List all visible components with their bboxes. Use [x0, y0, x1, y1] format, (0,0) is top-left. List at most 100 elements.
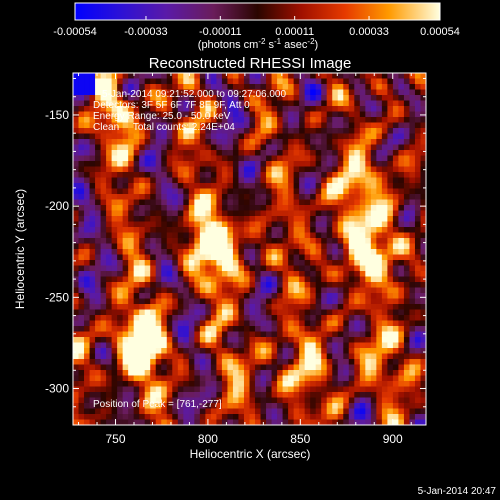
heatmap-cell: [111, 260, 118, 267]
heatmap-cell: [133, 166, 140, 173]
heatmap-cell: [409, 359, 416, 366]
heatmap-cell: [365, 381, 372, 388]
heatmap-cell: [166, 84, 173, 91]
heatmap-cell: [398, 161, 405, 168]
heatmap-cell: [332, 133, 339, 140]
heatmap-cell: [155, 282, 162, 289]
heatmap-cell: [376, 210, 383, 217]
heatmap-cell: [227, 364, 234, 371]
heatmap-cell: [122, 155, 129, 162]
heatmap-cell: [409, 337, 416, 344]
heatmap-cell: [227, 155, 234, 162]
heatmap-cell: [243, 276, 251, 283]
heatmap-cell: [128, 381, 135, 388]
heatmap-cell: [392, 386, 400, 393]
heatmap-cell: [332, 414, 339, 421]
heatmap-cell: [381, 111, 388, 118]
heatmap-cell: [376, 232, 383, 239]
heatmap-cell: [260, 106, 267, 113]
heatmap-cell: [84, 298, 91, 305]
heatmap-cell: [260, 298, 267, 305]
heatmap-cell: [128, 271, 135, 278]
heatmap-cell: [414, 331, 422, 338]
heatmap-cell: [78, 414, 85, 421]
heatmap-cell: [392, 183, 400, 190]
heatmap-cell: [216, 353, 223, 360]
heatmap-cell: [210, 375, 218, 382]
heatmap-cell: [409, 73, 416, 80]
heatmap-cell: [210, 408, 218, 415]
heatmap-cell: [100, 342, 107, 349]
heatmap-cell: [315, 227, 322, 234]
heatmap-cell: [260, 84, 267, 91]
heatmap-cell: [293, 144, 300, 151]
heatmap-cell: [139, 221, 146, 228]
heatmap-cell: [128, 375, 135, 382]
heatmap-cell: [221, 397, 229, 404]
heatmap-cell: [205, 320, 212, 327]
heatmap-cell: [73, 287, 80, 294]
heatmap-cell: [216, 238, 223, 245]
heatmap-cell: [166, 177, 173, 184]
heatmap-cell: [326, 194, 333, 201]
heatmap-cell: [100, 161, 107, 168]
heatmap-cell: [89, 304, 96, 311]
heatmap-cell: [409, 78, 416, 85]
heatmap-cell: [128, 161, 135, 168]
heatmap-cell: [139, 282, 146, 289]
heatmap-cell: [111, 249, 118, 256]
heatmap-cell: [326, 348, 333, 355]
heatmap-cell: [111, 381, 118, 388]
heatmap-cell: [321, 166, 328, 173]
heatmap-cell: [199, 265, 206, 272]
x-tick-label: 750: [105, 432, 125, 446]
heatmap-cell: [210, 419, 218, 425]
heatmap-cell: [310, 84, 317, 91]
heatmap-cell: [288, 370, 295, 377]
heatmap-cell: [155, 144, 162, 151]
heatmap-cell: [255, 348, 262, 355]
heatmap-cell: [95, 210, 102, 217]
heatmap-cell: [243, 271, 251, 278]
heatmap-cell: [210, 238, 218, 245]
heatmap-cell: [387, 298, 394, 305]
heatmap-cell: [255, 260, 262, 267]
heatmap-cell: [199, 320, 206, 327]
heatmap-cell: [365, 320, 372, 327]
heatmap-cell: [282, 177, 289, 184]
heatmap-cell: [354, 364, 361, 371]
heatmap-cell: [409, 243, 416, 250]
heatmap-cell: [205, 348, 212, 355]
heatmap-cell: [249, 304, 256, 311]
heatmap-cell: [277, 194, 284, 201]
heatmap-cell: [150, 150, 157, 157]
heatmap-cell: [227, 331, 234, 338]
heatmap-cell: [95, 298, 102, 305]
heatmap-cell: [249, 210, 256, 217]
heatmap-cell: [106, 100, 113, 107]
heatmap-cell: [260, 188, 267, 195]
heatmap-cell: [288, 342, 295, 349]
heatmap-cell: [387, 353, 394, 360]
heatmap-cell: [348, 414, 355, 421]
heatmap-cell: [321, 144, 328, 151]
heatmap-cell: [293, 320, 300, 327]
heatmap-cell: [293, 309, 300, 316]
heatmap-cell: [199, 238, 206, 245]
heatmap-cell: [89, 122, 96, 129]
heatmap-cell: [414, 111, 422, 118]
heatmap-cell: [310, 100, 317, 107]
heatmap-cell: [310, 331, 317, 338]
heatmap-cell: [117, 100, 124, 107]
heatmap-cell: [271, 364, 278, 371]
heatmap-cell: [139, 397, 146, 404]
heatmap-cell: [111, 348, 118, 355]
heatmap-cell: [299, 117, 306, 124]
heatmap-cell: [227, 122, 234, 129]
heatmap-cell: [414, 117, 422, 124]
heatmap-cell: [288, 260, 295, 267]
heatmap-cell: [343, 139, 350, 146]
heatmap-cell: [255, 106, 262, 113]
heatmap-cell: [117, 205, 124, 212]
heatmap-cell: [122, 95, 129, 102]
